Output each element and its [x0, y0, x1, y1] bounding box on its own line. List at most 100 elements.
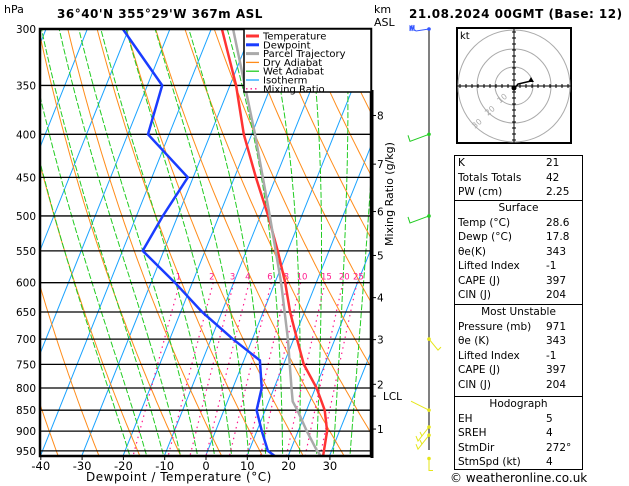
dry-adiabat-line	[67, 29, 223, 456]
mixing-ratio-label: 4	[245, 273, 250, 283]
hodo-value: 272°	[546, 441, 572, 454]
mixing-ratio-label: 1	[176, 273, 181, 283]
pressure-tick-label: 450	[16, 172, 36, 184]
dry-adiabat-line	[184, 29, 371, 434]
dewpoint-line	[121, 29, 277, 456]
mixing-ratio-line	[167, 282, 214, 456]
pressure-tick-label: 350	[16, 80, 36, 92]
surface-value: 17.8	[546, 231, 570, 243]
surface-value: 397	[546, 274, 567, 287]
wind-barb	[428, 458, 433, 472]
hodo-label: EH	[458, 412, 473, 425]
km-tick-label: 1	[377, 424, 384, 436]
wind-barbs	[407, 24, 442, 472]
hodograph-origin	[511, 85, 517, 91]
x-tick-label: 30	[323, 459, 338, 473]
x-tick-label: -10	[155, 459, 174, 473]
isotherm-line	[287, 247, 371, 456]
pressure-tick-label: 600	[16, 278, 36, 290]
wet-adiabat-line	[188, 29, 267, 456]
hodo-value: 5	[546, 412, 553, 425]
hodo-value: 4	[546, 427, 553, 439]
surface-title: Surface	[498, 202, 539, 214]
km-tick-label: 5	[377, 250, 384, 262]
mu-value: 343	[546, 335, 567, 347]
wet-adiabat-line	[332, 29, 349, 456]
legend-label: Dewpoint	[263, 40, 311, 51]
pressure-tick-label: 750	[16, 359, 36, 371]
pressure-tick-label: 400	[16, 129, 36, 141]
mixing-ratio-line	[228, 282, 272, 456]
dry-adiabat-line	[96, 29, 264, 456]
wind-barb-feather	[419, 431, 423, 437]
mu-value: 204	[546, 378, 567, 391]
hodograph-unit: kt	[460, 31, 470, 42]
pressure-tick-label: 650	[16, 307, 36, 319]
wet-adiabat-line	[154, 29, 250, 456]
x-tick-label: 10	[240, 459, 255, 473]
x-tick-label: -30	[73, 459, 92, 473]
mixing-ratio-label: 6	[267, 273, 272, 283]
most-unstable-table: Most Unstable Pressure (mb) 971 θe (K) 343…	[454, 304, 583, 397]
index-label: K	[458, 157, 465, 169]
km-tick-label: 3	[377, 335, 384, 347]
index-value: 21	[546, 157, 560, 169]
mixing-ratio-line	[246, 282, 289, 456]
x-tick-label: 20	[281, 459, 296, 473]
mu-label: θe (K)	[458, 335, 490, 347]
mixing-ratio-line	[304, 282, 344, 456]
x-axis-title: Dewpoint / Temperature (°C)	[86, 470, 272, 484]
mu-label: CAPE (J)	[458, 364, 501, 376]
wet-adiabat-line	[40, 159, 131, 456]
pressure-tick-label: 300	[16, 24, 36, 36]
surface-label: θe(K)	[458, 245, 486, 258]
storm-motion-marker	[528, 77, 534, 82]
parcel-trajectory-line	[231, 29, 323, 456]
index-value: 2.25	[546, 186, 570, 198]
pressure-tick-label: 900	[16, 426, 36, 438]
isotherm-line	[40, 29, 130, 252]
legend-box	[243, 28, 372, 93]
km-tick-label: 8	[377, 111, 384, 123]
isotherm-line	[40, 29, 88, 149]
surface-table: Surface Temp (°C) 28.6 Dewp (°C) 17.8 θe(K…	[454, 200, 583, 305]
wet-adiabat-line	[78, 29, 199, 456]
mu-label: Pressure (mb)	[458, 320, 532, 333]
hodo-label: StmSpd (kt)	[458, 456, 521, 468]
dry-adiabat-line	[40, 402, 59, 456]
surface-value: -1	[546, 260, 557, 272]
wet-adiabat-line	[309, 29, 322, 456]
mu-value: 971	[546, 320, 567, 333]
wind-barb	[407, 215, 430, 224]
wind-barb	[428, 338, 442, 351]
location-title: 36°40'N 355°29'W 367m ASL	[57, 7, 263, 21]
km-tick-label: 7	[377, 159, 384, 171]
legend-label: Mixing Ratio	[263, 84, 325, 95]
x-tick-label: 0	[202, 459, 209, 473]
wet-adiabat-line	[349, 170, 371, 456]
index-label: PW (cm)	[458, 186, 503, 198]
surface-label: CAPE (J)	[458, 274, 501, 287]
pressure-tick-label: 950	[16, 446, 36, 458]
dry-adiabat-line	[40, 284, 100, 456]
wind-barb	[415, 434, 430, 451]
wet-adiabat-line	[125, 29, 233, 456]
legend-label: Parcel Trajectory	[263, 49, 346, 60]
mu-label: Lifted Index	[458, 349, 520, 362]
mixing-ratio-label: 25	[353, 273, 364, 283]
mu-label: CIN (J)	[458, 378, 491, 391]
dry-adiabat-line	[616, 17, 629, 459]
hodograph-stats-title: Hodograph	[489, 398, 548, 410]
pressure-unit-label: hPa	[4, 3, 24, 16]
mu-value: -1	[546, 349, 557, 362]
dry-adiabat-line	[587, 17, 629, 459]
isotherm-line	[246, 144, 371, 456]
surface-label: Temp (°C)	[458, 216, 511, 229]
mixing-ratio-label: 15	[321, 273, 332, 283]
temperature-line	[220, 29, 329, 456]
surface-value: 28.6	[546, 216, 570, 229]
dry-adiabat-line	[40, 162, 141, 456]
mixing-ratio-axis-title: Mixing Ratio (g/kg)	[383, 142, 396, 246]
pressure-tick-label: 850	[16, 405, 36, 417]
mixing-ratio-label: 8	[284, 273, 289, 283]
